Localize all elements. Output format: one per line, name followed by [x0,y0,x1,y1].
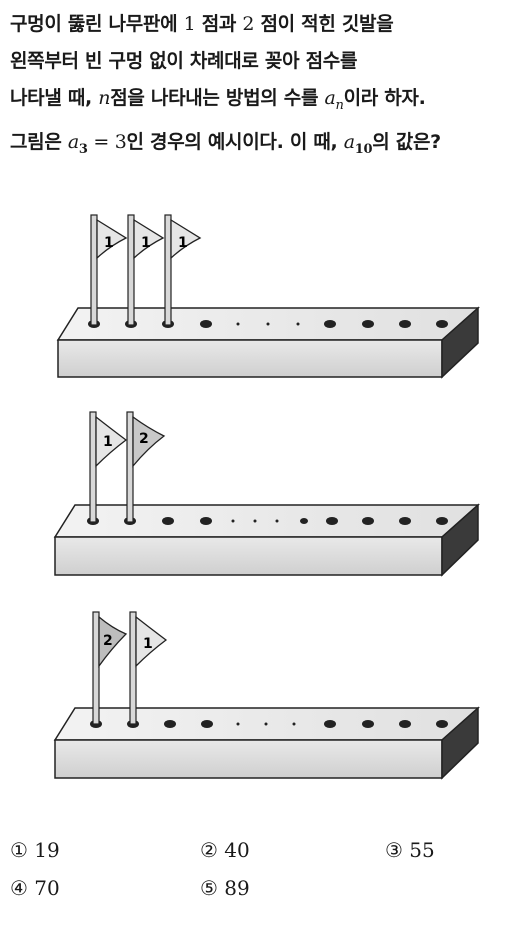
choice-3[interactable]: ③ 55 [385,838,435,862]
problem-line-3: 나타낼 때, n점을 나타내는 방법의 수를 an이라 하자. [10,87,426,113]
flag-1: 1 [90,214,128,326]
flag-label: 2 [139,431,149,447]
flag-label: 1 [103,434,113,450]
wooden-board [53,706,480,780]
choice-4[interactable]: ④ 70 [10,876,60,900]
problem-text: 구멍이 뚫린 나무판에 1 점과 2 점이 적힌 깃발을 왼쪽부터 빈 구멍 없… [10,6,500,168]
flag-2: 1 [129,611,168,725]
flag-label: 2 [103,633,113,649]
flag-2: 1 [127,214,165,326]
figure-board-2: 1 2 [53,411,480,577]
flag-2: 2 [126,411,166,523]
flag-label: 1 [143,636,153,652]
choice-5[interactable]: ⑤ 89 [200,876,250,900]
flag-1: 1 [89,411,128,523]
problem-line-4: 그림은 a3 = 3인 경우의 예시이다. 이 때, a10의 값은? [10,130,441,157]
flag-label: 1 [141,235,151,251]
choice-2[interactable]: ② 40 [200,838,250,862]
flag-label: 1 [104,235,114,251]
choice-1[interactable]: ① 19 [10,838,60,862]
problem-line-1: 구멍이 뚫린 나무판에 1 점과 2 점이 적힌 깃발을 [10,13,394,35]
wooden-board [53,503,480,577]
figure-board-1: 1 1 1 [56,214,480,379]
flag-3: 1 [164,214,202,326]
problem-line-2: 왼쪽부터 빈 구멍 없이 차례대로 꽂아 점수를 [10,50,358,72]
flag-1: 2 [92,611,128,725]
flag-label: 1 [178,235,188,251]
figure-board-3: 2 1 [53,611,480,780]
wooden-board [56,306,480,379]
